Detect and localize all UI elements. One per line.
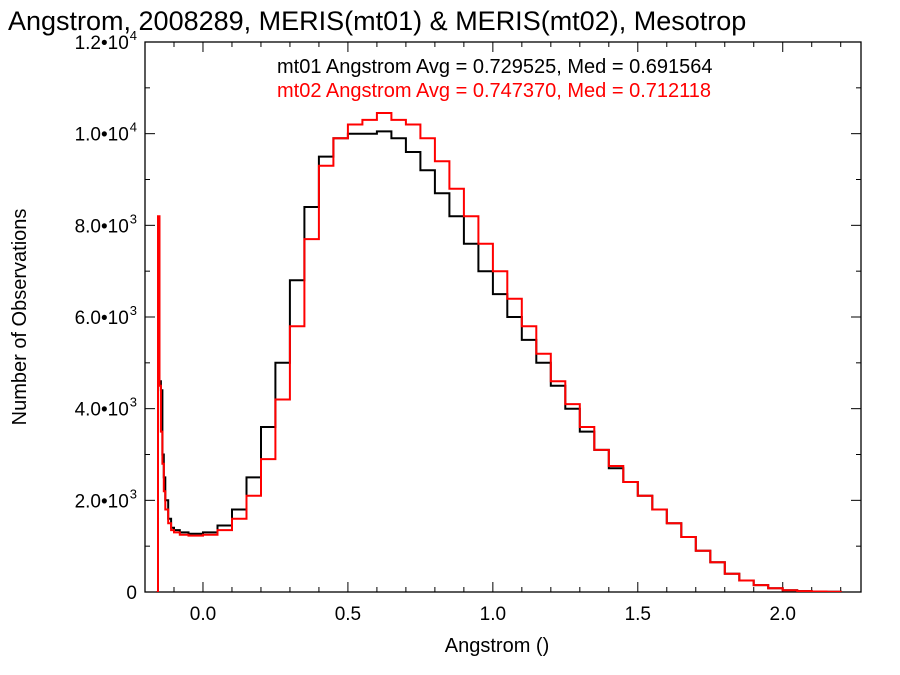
chart-title: Angstrom, 2008289, MERIS(mt01) & MERIS(m…	[8, 6, 746, 36]
y-tick-label: 1.2•104	[75, 28, 137, 54]
y-tick-label: 1.0•104	[75, 120, 137, 146]
x-tick-label: 2.0	[770, 604, 796, 625]
y-tick-label: 0	[126, 583, 137, 604]
series-group	[156, 112, 842, 592]
x-tick-label: 0.5	[335, 604, 361, 625]
y-tick-label: 8.0•103	[75, 211, 137, 237]
annotation-mt02: mt02 Angstrom Avg = 0.747370, Med = 0.71…	[277, 80, 711, 102]
axis-ticks: 0.0 0.5 1.0 1.5 2.0 0 2.0•103 4.0•103 6.0•103 8.0…	[75, 28, 861, 625]
x-tick-label: 1.0	[480, 604, 506, 625]
y-tick-label: 4.0•103	[75, 395, 137, 421]
y-axis-label: Number of Observations	[9, 209, 31, 426]
series-line-mt02	[156, 112, 842, 592]
plot-frame	[144, 41, 862, 593]
series-line-mt01	[156, 130, 842, 592]
annotation-mt01: mt01 Angstrom Avg = 0.729525, Med = 0.69…	[277, 56, 713, 78]
y-tick-label: 2.0•103	[75, 486, 137, 512]
y-tick-label: 6.0•103	[75, 303, 137, 329]
x-axis-label: Angstrom ()	[445, 635, 549, 657]
x-tick-label: 1.5	[625, 604, 651, 625]
x-tick-label: 0.0	[190, 604, 216, 625]
